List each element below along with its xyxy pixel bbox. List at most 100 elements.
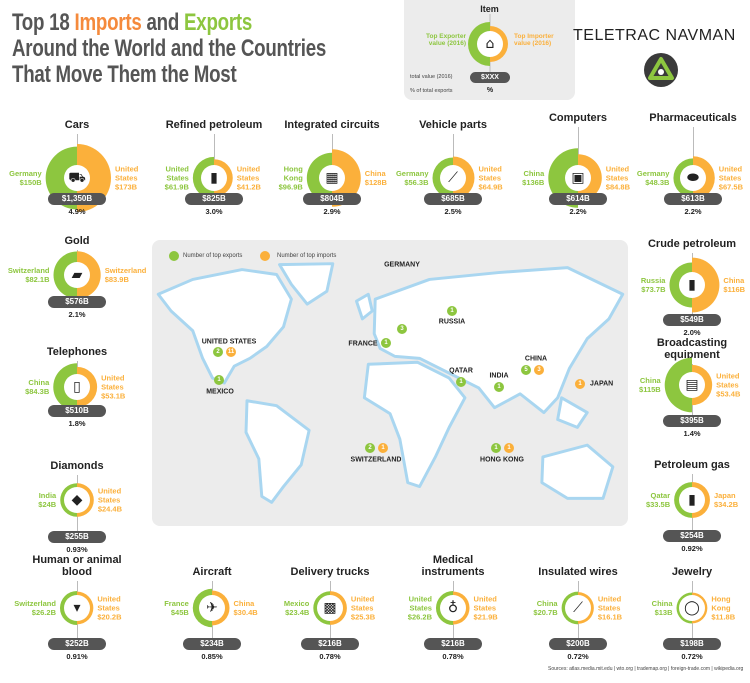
item-donut [192,588,230,628]
country-label: SWITZERLAND [350,456,402,464]
total-value-pill: $804B [303,193,361,205]
barrel-icon: ▮ [210,170,218,186]
brand-logo-icon [644,53,678,87]
exporter-label: Germany $150B [9,169,42,187]
share-percent: 0.72% [567,652,589,661]
exporter-value: $26.2B [407,612,432,622]
exporter-value: $33.5B [645,500,671,509]
legend-total-label: total value (2016) [410,74,453,80]
share-percent: 0.92% [681,544,703,553]
importer-label: Japan $34.2B [714,491,738,509]
export-count-badge: 2 [213,347,223,357]
total-value-pill: $255B [48,531,106,543]
importer-label: United States $53.4B [716,372,740,399]
exporter-country: Mexico [283,599,310,608]
import-count-badge: 1 [575,379,585,389]
exporter-label: Switzerland $26.2B [14,599,56,617]
item-title: Human or animal blood [32,554,122,578]
exporter-value: $23.4B [285,608,310,617]
item-donut [664,357,713,413]
share-percent: 2.0% [683,328,701,337]
share-percent: 0.85% [201,652,223,661]
legend-importer: Top Importer value (2016) [514,33,554,47]
total-value-pill: $216B [424,638,482,650]
importer-value: $53.1B [101,391,126,401]
exporter-value: $96.9B [278,182,303,192]
legend-donut [468,14,508,74]
exporter-country: China [639,376,661,385]
item-donut [674,482,710,518]
importer-label: United States $173B [115,165,138,192]
total-value-pill: $216B [301,638,359,650]
share-percent: 2.5% [444,207,462,216]
item-donut [53,363,98,411]
total-value-pill: $234B [183,638,241,650]
importer-half [692,257,720,313]
brand-logo-text: TELETRAC NAVMAN [573,27,736,44]
importer-label: Switzerland $83.9B [105,266,147,284]
importer-label: China $30.4B [234,599,258,617]
gas-icon: ▮ [688,492,696,508]
exporter-country: Switzerland [14,599,56,608]
item-donut [53,251,101,299]
chip-icon: ▦ [325,170,339,186]
item-title: Jewelry [671,566,713,578]
total-value-pill: $254B [663,530,721,542]
importer-country: China [723,276,745,285]
importer-label: United States $25.3B [351,595,375,622]
legend-exports-label: Number of top exports [183,253,243,259]
legend-key: Item ⌂ Top Exporter value (2016) Top Imp… [404,0,575,100]
importer-country: United States [597,594,622,613]
exporter-country: United States [165,164,189,183]
exporter-label: France $45B [164,599,189,617]
exporter-label: Switzerland $82.1B [8,266,50,284]
importer-value: $16.1B [597,612,623,622]
item-title: Crude petroleum [647,238,737,250]
importer-value: $30.4B [233,608,258,617]
exporter-value: $82.1B [25,275,50,284]
import-count-badge: 1 [378,443,388,453]
medical-icon: ♁ [447,600,459,616]
legend-share-label: % of total exports [410,88,453,94]
importer-half [332,149,361,207]
importer-value: $21.9B [473,612,498,622]
item-donut [676,592,708,624]
total-value-pill: $576B [48,296,106,308]
total-value-pill: $198B [663,638,721,650]
exporter-country: China [651,599,673,608]
item-title: Cars [64,119,90,131]
importer-label: Hong Kong $11.8B [711,595,735,622]
aircraft-icon: ✈ [206,600,218,616]
export-count-badge: 1 [381,338,391,348]
item-title: Aircraft [192,566,232,578]
exporter-half [664,357,692,413]
exporter-label: Germany $56.3B [396,169,429,187]
importer-value: $25.3B [350,612,376,622]
exporter-country: Germany [395,169,429,178]
phone-icon: ▯ [73,379,81,395]
export-count-badge: 5 [521,365,531,375]
importer-country: Switzerland [104,266,147,275]
country-label: CHINA [524,355,548,363]
importer-label: United States $53.1B [101,374,125,401]
importer-country: United States [478,164,502,183]
item-title: Telephones [46,346,108,358]
country-label: RUSSIA [438,318,466,326]
exporter-label: China $20.7B [533,599,557,617]
item-donut [435,590,470,626]
item-donut [669,257,720,313]
share-percent: 4.9% [68,207,86,216]
importer-label: United States $41.2B [237,165,261,192]
share-percent: 2.1% [68,310,86,319]
item-donut [192,156,233,200]
import-count-badge: 11 [226,347,236,357]
item-title: Petroleum gas [654,459,730,471]
importer-value: $41.2B [236,182,261,192]
importer-label: China $128B [365,169,387,187]
share-percent: 3.0% [205,207,223,216]
importer-label: United States $64.9B [479,165,503,192]
export-count-badge: 2 [365,443,375,453]
share-percent: 0.72% [681,652,703,661]
importer-label: United States $24.4B [98,487,122,514]
exporter-value: $48.3B [645,178,670,187]
